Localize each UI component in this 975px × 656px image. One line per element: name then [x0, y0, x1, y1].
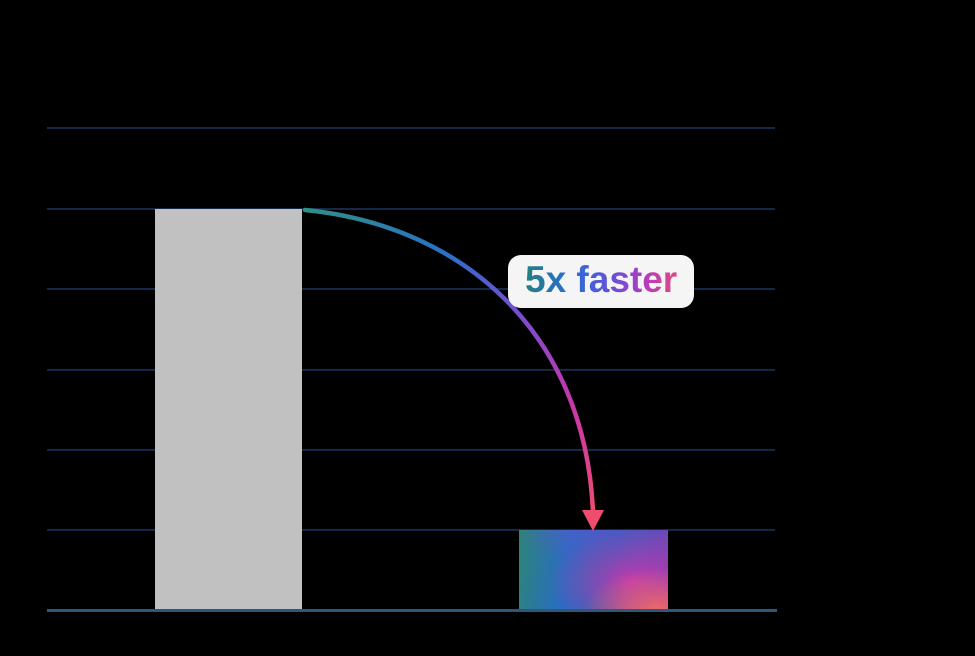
arrow-head-icon — [582, 510, 604, 531]
speedup-label: 5x faster — [525, 259, 678, 300]
bar-baseline — [155, 209, 302, 610]
gridline — [47, 127, 775, 129]
gridline — [47, 529, 775, 531]
bar-accelerated — [519, 530, 668, 610]
speedup-badge: 5x faster — [508, 255, 695, 308]
x-axis-line — [47, 609, 777, 612]
